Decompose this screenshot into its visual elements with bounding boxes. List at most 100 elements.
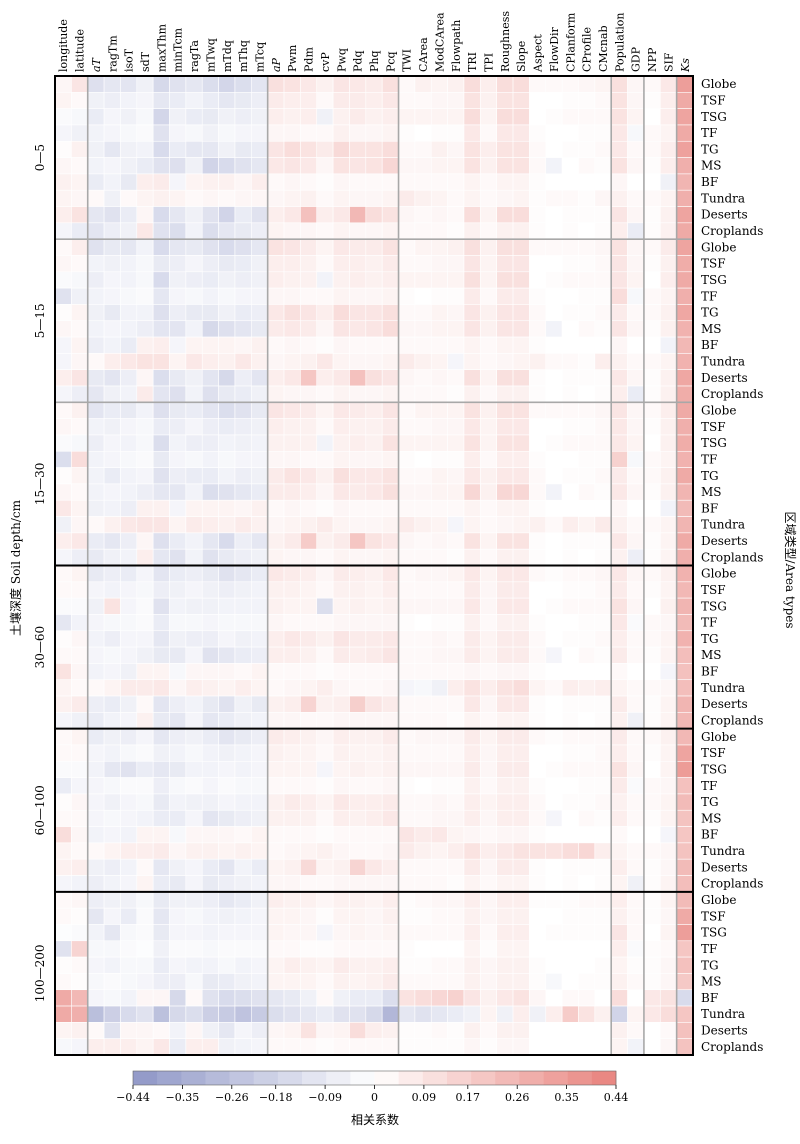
colorbar-tick-label: 0.35 — [554, 1091, 579, 1104]
heatmap-cell — [185, 516, 203, 534]
heatmap-cell — [496, 499, 514, 517]
heatmap-cell — [251, 140, 268, 158]
heatmap-cell — [414, 222, 432, 240]
heatmap-cell — [610, 744, 628, 762]
heatmap-cell — [201, 809, 219, 827]
heatmap-cell — [316, 1038, 334, 1056]
heatmap-cell — [185, 614, 203, 632]
heatmap-cell — [545, 336, 563, 354]
heatmap-cell — [267, 157, 285, 175]
heatmap-cell — [430, 1005, 448, 1023]
heatmap-cell — [283, 956, 301, 974]
heatmap-cell — [152, 467, 170, 485]
heatmap-cell — [529, 614, 547, 632]
heatmap-cell — [185, 206, 203, 224]
heatmap-cell — [332, 304, 350, 322]
heatmap-cell — [496, 875, 514, 893]
heatmap-cell — [480, 663, 497, 681]
heatmap-cell — [414, 124, 432, 142]
row-label: Globe — [701, 404, 736, 418]
heatmap-cell — [496, 777, 514, 795]
heatmap-cell — [152, 173, 170, 191]
heatmap-cell — [251, 418, 268, 436]
heatmap-cell — [152, 140, 170, 158]
heatmap-cell — [300, 875, 318, 893]
heatmap-cell — [234, 532, 252, 550]
heatmap-cell — [610, 434, 628, 452]
heatmap-cell — [218, 663, 236, 681]
heatmap-cell — [496, 728, 514, 746]
heatmap-cell — [529, 140, 547, 158]
heatmap-cell — [480, 875, 497, 893]
heatmap-cell — [529, 679, 547, 697]
heatmap-cell — [594, 744, 612, 762]
heatmap-cell — [316, 1022, 334, 1039]
heatmap-cell — [87, 140, 105, 158]
heatmap-cell — [676, 728, 694, 746]
heatmap-cell — [103, 858, 121, 876]
heatmap-cell — [627, 75, 645, 93]
heatmap-cell — [430, 124, 448, 142]
heatmap-cell — [169, 924, 187, 942]
heatmap-cell — [610, 255, 628, 273]
heatmap-cell — [447, 809, 465, 827]
heatmap-cell — [463, 75, 481, 93]
heatmap-cell — [496, 989, 514, 1007]
heatmap-cell — [545, 255, 563, 273]
column-header: CMcnab — [597, 25, 610, 72]
heatmap-cell — [267, 630, 285, 648]
heatmap-cell — [529, 940, 547, 958]
heatmap-cell — [398, 956, 416, 974]
heatmap-cell — [365, 124, 383, 142]
heatmap-cell — [561, 646, 579, 664]
heatmap-cell — [316, 385, 334, 403]
heatmap-cell — [234, 450, 252, 468]
heatmap-cell — [430, 695, 448, 713]
colorbar-segment — [253, 1071, 279, 1085]
heatmap-cell — [316, 663, 334, 681]
heatmap-cell — [185, 336, 203, 354]
heatmap-cell — [512, 695, 530, 713]
heatmap-cell — [545, 646, 563, 664]
heatmap-cell — [152, 402, 170, 419]
heatmap-cell — [659, 222, 677, 240]
column-header: cvP — [319, 52, 332, 72]
heatmap-cell — [349, 206, 367, 224]
heatmap-cell — [316, 548, 334, 566]
heatmap-cell — [365, 663, 383, 681]
heatmap-cell — [120, 467, 138, 485]
heatmap-cell — [627, 173, 645, 191]
colorbar-segment — [133, 1071, 158, 1085]
heatmap-cell — [169, 744, 187, 762]
heatmap-cell — [578, 989, 596, 1007]
heatmap-cell — [251, 483, 268, 501]
heatmap-cell — [627, 695, 645, 713]
heatmap-cell — [610, 238, 628, 256]
heatmap-cell — [267, 712, 285, 729]
column-header: Pwq — [335, 48, 348, 72]
heatmap-cell — [152, 336, 170, 354]
heatmap-cell — [54, 173, 72, 191]
heatmap-cell — [103, 875, 121, 893]
heatmap-cell — [414, 140, 432, 158]
heatmap-cell — [71, 320, 89, 338]
heatmap-cell — [365, 695, 383, 713]
heatmap-cell — [169, 238, 187, 256]
heatmap-cell — [561, 222, 579, 240]
heatmap-cell — [349, 1005, 367, 1023]
column-header: latitude — [74, 29, 87, 72]
heatmap-cell — [643, 989, 661, 1007]
heatmap-cell — [54, 1038, 72, 1056]
heatmap-cell — [643, 956, 661, 974]
heatmap-cell — [201, 744, 219, 762]
heatmap-cell — [87, 320, 105, 338]
heatmap-cell — [659, 565, 677, 583]
heatmap-cell — [54, 663, 72, 681]
heatmap-cell — [627, 353, 645, 371]
row-label: TF — [701, 942, 717, 956]
row-label: Globe — [701, 567, 736, 581]
heatmap-cell — [643, 581, 661, 599]
heatmap-cell — [659, 597, 677, 615]
heatmap-cell — [349, 565, 367, 583]
heatmap-cell — [54, 875, 72, 893]
